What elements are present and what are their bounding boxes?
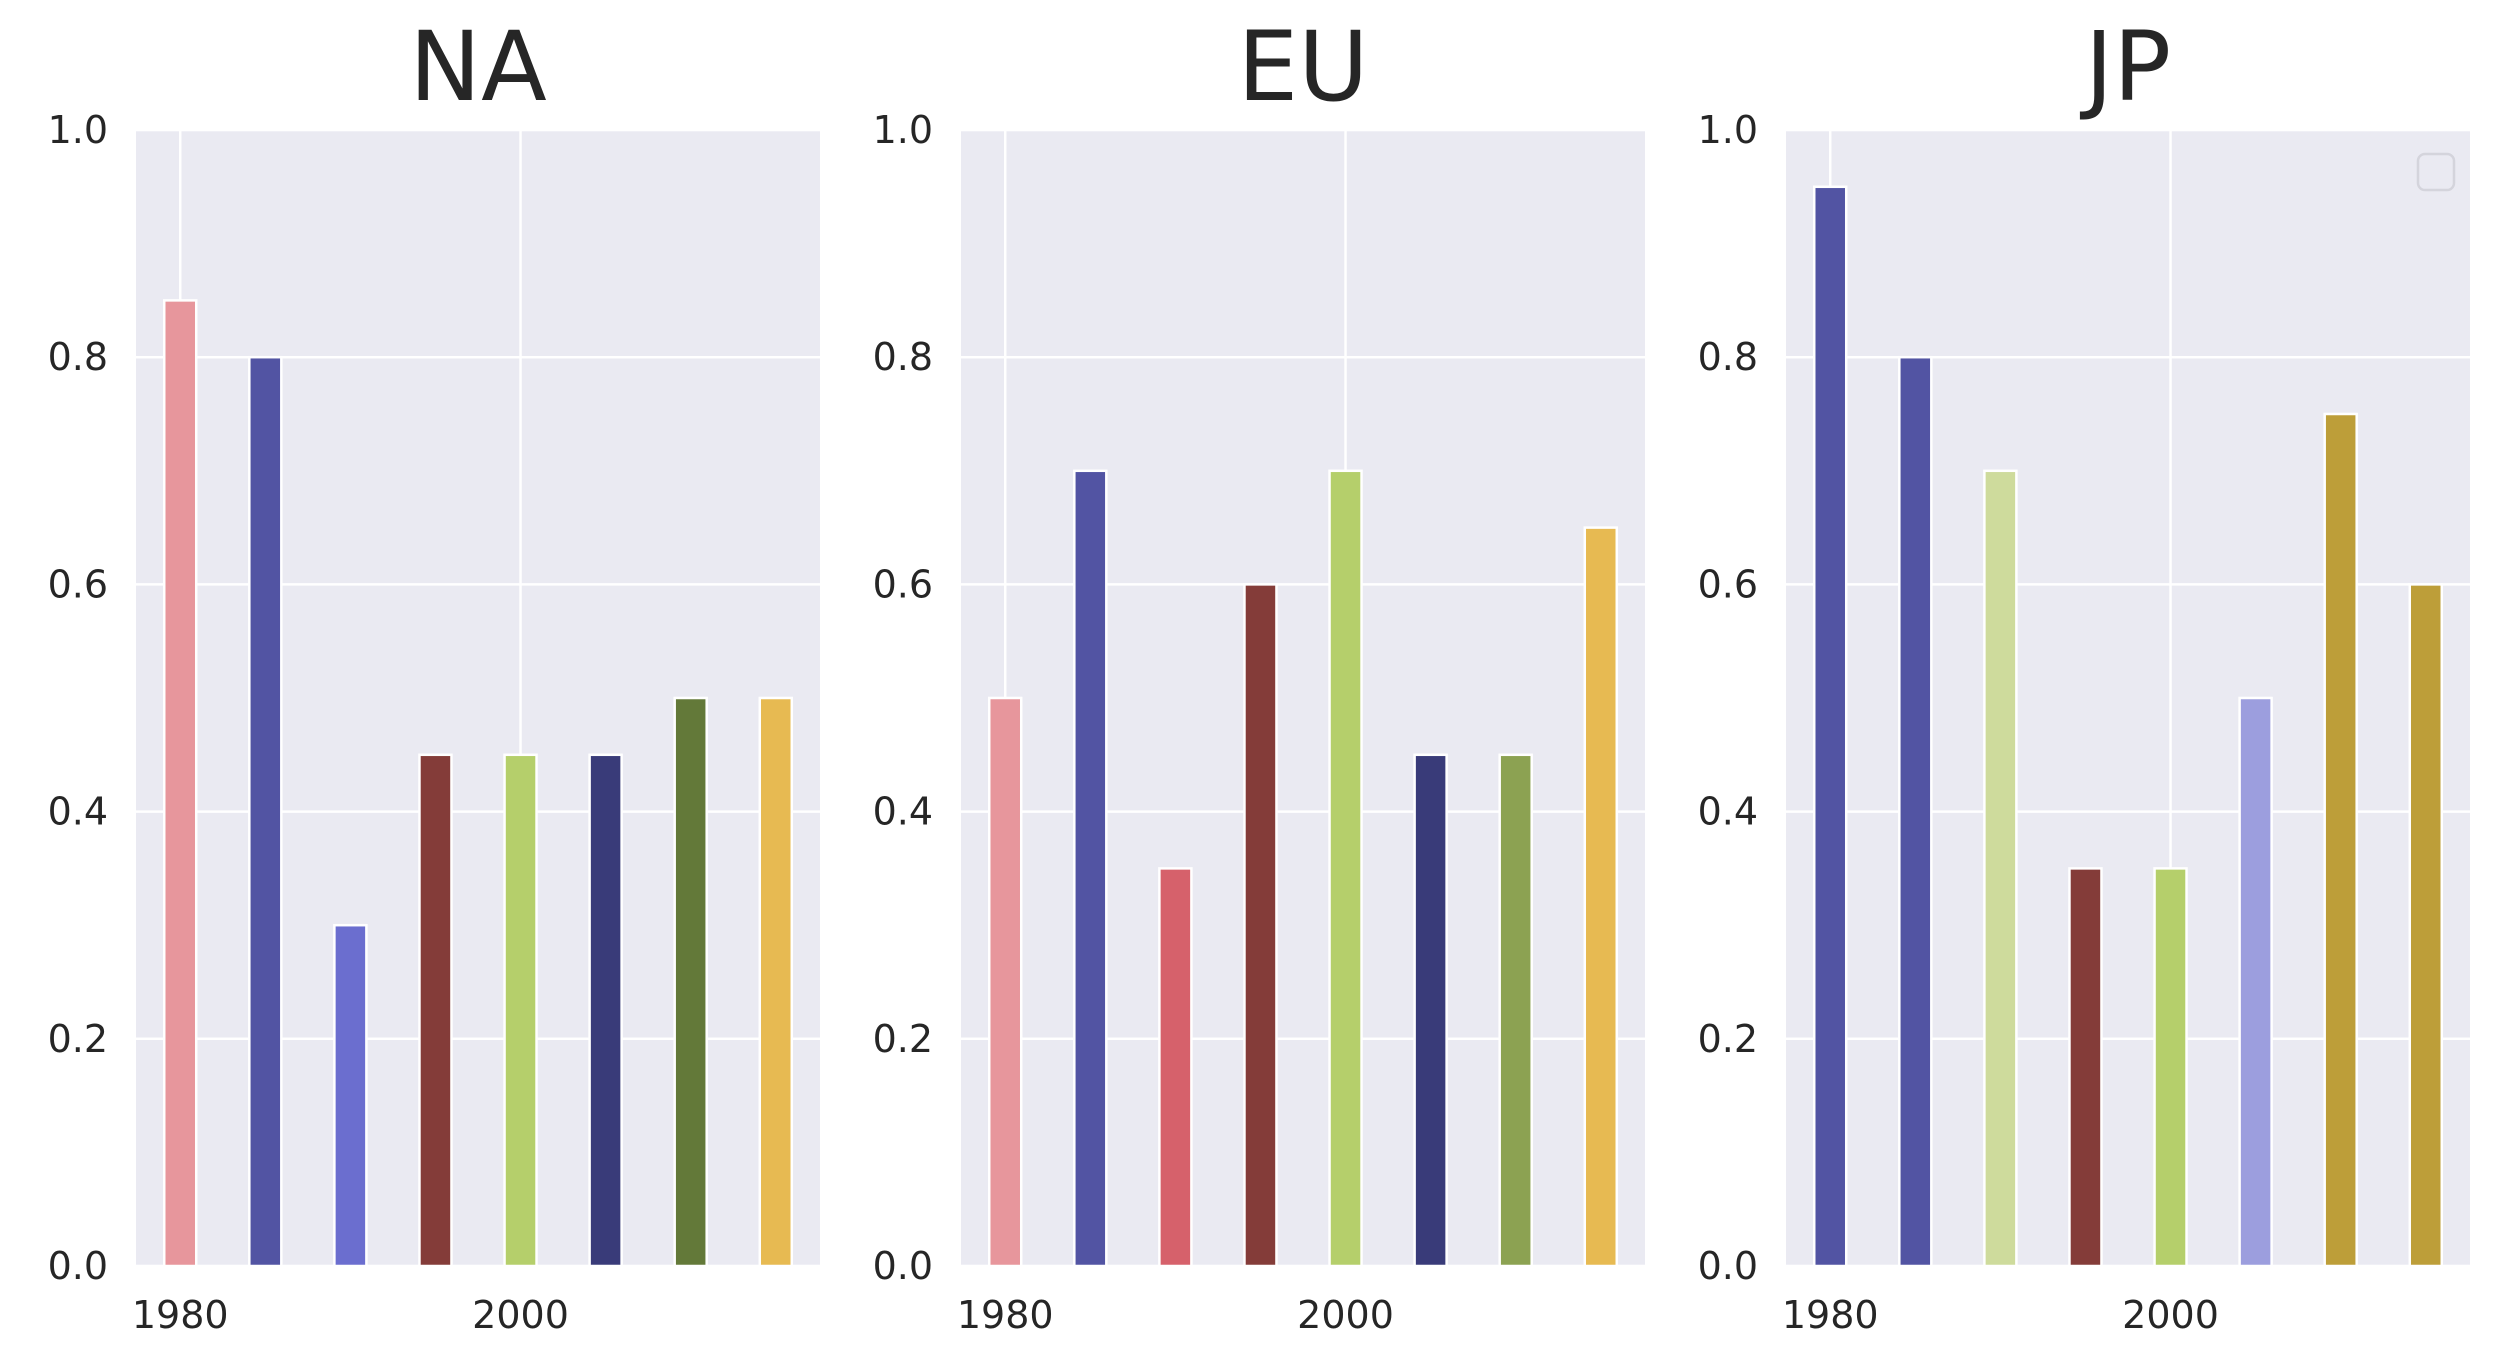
bar	[2153, 867, 2188, 1268]
bar	[418, 753, 453, 1268]
bar	[1328, 469, 1363, 1268]
bar	[1073, 469, 1108, 1268]
bar	[1812, 185, 1848, 1268]
legend-box	[2416, 152, 2456, 192]
y-tick-label: 1.0	[48, 108, 108, 152]
bar	[758, 696, 794, 1268]
bar	[2408, 583, 2444, 1268]
bar	[2068, 867, 2103, 1268]
panel-title: NA	[409, 11, 546, 123]
bar	[1583, 526, 1619, 1268]
bar	[248, 355, 283, 1268]
x-tick-label: 2000	[1297, 1293, 1394, 1337]
x-tick-label: 1980	[132, 1293, 229, 1337]
bar	[2323, 412, 2358, 1268]
y-tick-label: 0.4	[48, 790, 108, 834]
x-tick-label: 2000	[2122, 1293, 2219, 1337]
x-tick-label: 2000	[472, 1293, 569, 1337]
y-tick-label: 0.8	[1698, 335, 1758, 379]
y-tick-label: 0.2	[873, 1017, 933, 1061]
bar	[162, 299, 198, 1268]
y-tick-label: 0.8	[48, 335, 108, 379]
panel-title: EU	[1238, 11, 1369, 123]
bar	[987, 696, 1023, 1268]
y-tick-label: 0.2	[48, 1017, 108, 1061]
panel-eu: EU 0.0 0.2 0.4 0.6 0.8 1.0 1980 2000	[873, 11, 1645, 1337]
panel-na: NA 0.0 0.2 0.4 0.6 0.8 1.0 1980 2000	[48, 11, 820, 1337]
y-tick-label: 0.0	[1698, 1244, 1758, 1288]
y-tick-label: 1.0	[873, 108, 933, 152]
bar	[1413, 753, 1448, 1268]
y-tick-label: 0.0	[48, 1244, 108, 1288]
plot-area	[136, 130, 820, 1266]
y-tick-label: 0.6	[1698, 562, 1758, 606]
bar	[503, 753, 538, 1268]
panel-jp: JP 0.0 0.2 0.4 0.6 0.8 1.0 1980 2000	[1698, 11, 2470, 1337]
y-tick-label: 0.4	[873, 790, 933, 834]
bar	[1243, 583, 1278, 1268]
plot-area	[1786, 130, 2470, 1266]
y-tick-label: 0.0	[873, 1244, 933, 1288]
panel-title: JP	[2080, 11, 2171, 123]
bar	[673, 696, 708, 1268]
y-tick-label: 0.8	[873, 335, 933, 379]
y-tick-label: 0.6	[873, 562, 933, 606]
y-tick-label: 0.4	[1698, 790, 1758, 834]
y-tick-label: 0.6	[48, 562, 108, 606]
x-tick-label: 1980	[1782, 1293, 1879, 1337]
y-tick-label: 0.2	[1698, 1017, 1758, 1061]
bar	[1898, 355, 1933, 1268]
bar	[1498, 753, 1533, 1268]
x-tick-label: 1980	[957, 1293, 1054, 1337]
bar	[588, 753, 623, 1268]
bar	[1158, 867, 1193, 1268]
y-tick-label: 1.0	[1698, 108, 1758, 152]
bar	[2238, 696, 2273, 1268]
bar	[333, 923, 368, 1268]
plot-area	[961, 130, 1645, 1266]
bar	[1983, 469, 2018, 1268]
